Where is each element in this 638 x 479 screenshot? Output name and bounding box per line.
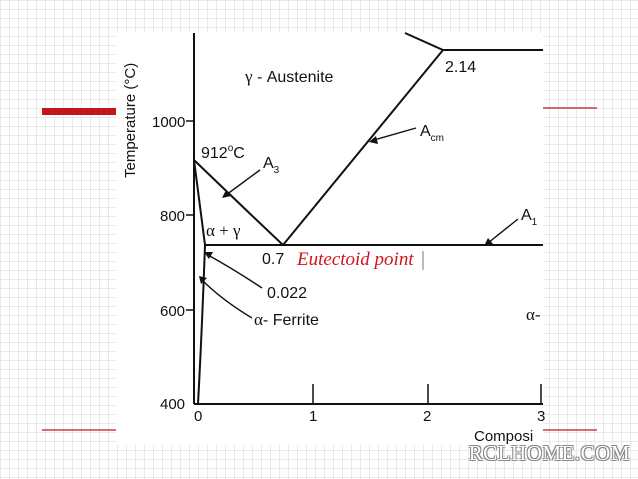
watermark-text: RCLHOME.COM bbox=[468, 441, 630, 465]
austenite-label: γ - Austenite bbox=[244, 67, 334, 86]
ferrite-label: α- Ferrite bbox=[254, 310, 319, 329]
y-tick-label-600: 600 bbox=[160, 303, 185, 320]
ferrite-solvus-curve bbox=[197, 244, 206, 405]
a3-label: A3 bbox=[263, 155, 280, 176]
carbon-214-label: 2.14 bbox=[445, 59, 476, 76]
temp-912-label: 912oC bbox=[201, 143, 245, 162]
alpha-gamma-label: α + γ bbox=[206, 221, 241, 240]
carbon-0022-label: 0.022 bbox=[267, 285, 307, 302]
arrow-ferrite bbox=[199, 276, 253, 319]
y-tick-label-400: 400 bbox=[160, 396, 185, 413]
arrow-a3 bbox=[222, 169, 261, 198]
a1-label: A1 bbox=[521, 207, 538, 228]
x-tick-label-1: 1 bbox=[309, 408, 317, 425]
x-axis-title: Composi bbox=[474, 428, 533, 445]
x-tick-label-2: 2 bbox=[423, 408, 431, 425]
arrow-a1 bbox=[484, 218, 519, 246]
x-tick-label-3: 3 bbox=[537, 408, 545, 425]
y-tick-label-800: 800 bbox=[160, 208, 185, 225]
arrow-acm bbox=[369, 127, 417, 144]
y-tick-label-1000: 1000 bbox=[152, 114, 185, 131]
a3-curve bbox=[193, 159, 284, 246]
right-alpha-label: α- bbox=[526, 305, 541, 324]
ferrite-boundary-curve bbox=[193, 159, 206, 246]
eutectoid-point-label: Eutectoid point bbox=[296, 249, 414, 270]
red-accent-bar bbox=[42, 108, 116, 115]
acm-label: Acm bbox=[420, 123, 444, 144]
x-tick-label-0: 0 bbox=[194, 408, 202, 425]
y-axis-title: Temperature (°C) bbox=[122, 63, 139, 178]
acm-line bbox=[282, 49, 444, 246]
carbon-07-label: 0.7 bbox=[262, 251, 284, 268]
arrow-0022 bbox=[204, 252, 263, 289]
diagram-panel bbox=[116, 33, 543, 445]
